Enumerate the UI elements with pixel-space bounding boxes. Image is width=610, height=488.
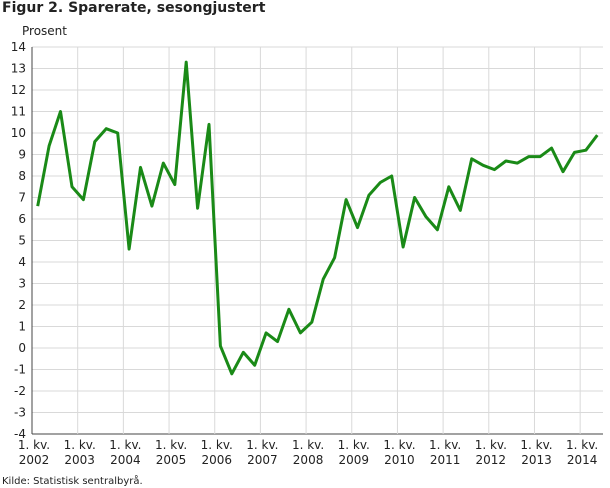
x-tick-year-label: 2002 — [19, 453, 50, 467]
chart-title: Figur 2. Sparerate, sesongjustert — [2, 0, 266, 16]
x-tick-year-label: 2012 — [476, 453, 507, 467]
x-tick-year-label: 2007 — [247, 453, 278, 467]
x-tick-quarter-label: 1. kv. — [338, 438, 370, 452]
series-line — [36, 60, 599, 376]
y-tick-label: 9 — [18, 148, 26, 162]
x-tick-year-label: 2014 — [567, 453, 598, 467]
x-tick-year-label: 2008 — [293, 453, 324, 467]
y-tick-label: 1 — [18, 320, 26, 334]
y-tick-label: 6 — [18, 212, 26, 226]
x-tick-quarter-label: 1. kv. — [429, 438, 461, 452]
x-tick-year-label: 2003 — [64, 453, 95, 467]
x-tick-quarter-label: 1. kv. — [246, 438, 278, 452]
x-tick-quarter-label: 1. kv. — [520, 438, 552, 452]
y-axis-label: Prosent — [22, 24, 67, 38]
y-tick-label: 3 — [18, 277, 26, 291]
x-tick-quarter-label: 1. kv. — [201, 438, 233, 452]
x-tick-year-label: 2011 — [430, 453, 461, 467]
x-tick-year-label: 2004 — [110, 453, 141, 467]
source-note: Kilde: Statistisk sentralbyrå. — [2, 474, 143, 487]
y-tick-label: 10 — [11, 126, 26, 140]
y-tick-label: 11 — [11, 105, 26, 119]
x-tick-year-label: 2013 — [521, 453, 552, 467]
x-tick-quarter-label: 1. kv. — [109, 438, 141, 452]
y-tick-label: -4 — [14, 427, 26, 441]
y-tick-label: 5 — [18, 234, 26, 248]
y-tick-label: 7 — [18, 191, 26, 205]
series-group — [36, 60, 599, 376]
y-tick-label: 8 — [18, 169, 26, 183]
y-tick-label: 2 — [18, 298, 26, 312]
x-tick-quarter-label: 1. kv. — [566, 438, 598, 452]
x-tick-year-label: 2005 — [156, 453, 187, 467]
x-tick-quarter-label: 1. kv. — [292, 438, 324, 452]
y-tick-label: 12 — [11, 83, 26, 97]
y-tick-label: 0 — [18, 341, 26, 355]
y-tick-label: 14 — [11, 40, 26, 54]
x-tick-year-label: 2006 — [201, 453, 232, 467]
y-tick-label: -2 — [14, 384, 26, 398]
y-tick-label: 4 — [18, 255, 26, 269]
x-tick-year-label: 2009 — [338, 453, 369, 467]
x-tick-quarter-label: 1. kv. — [475, 438, 507, 452]
grid-lines — [31, 46, 603, 435]
y-tick-label: -3 — [14, 406, 26, 420]
y-tick-label: -1 — [14, 363, 26, 377]
y-tick-label: 13 — [11, 62, 26, 76]
x-tick-quarter-label: 1. kv. — [155, 438, 187, 452]
x-tick-quarter-label: 1. kv. — [383, 438, 415, 452]
x-tick-quarter-label: 1. kv. — [18, 438, 50, 452]
x-tick-quarter-label: 1. kv. — [64, 438, 96, 452]
x-tick-year-label: 2010 — [384, 453, 415, 467]
